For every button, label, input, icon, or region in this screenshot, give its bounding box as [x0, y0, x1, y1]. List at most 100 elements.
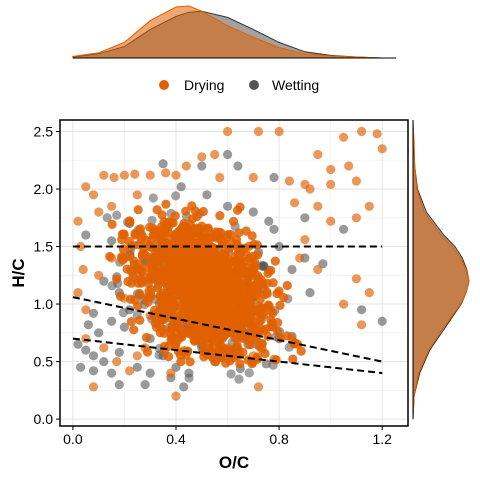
point-drying — [215, 211, 225, 221]
point-drying — [234, 250, 244, 261]
point-drying — [88, 382, 99, 392]
point-drying — [339, 132, 349, 142]
point-wetting — [102, 213, 112, 223]
point-drying — [109, 172, 119, 183]
point-drying — [169, 282, 179, 292]
point-drying — [132, 351, 142, 361]
point-drying — [326, 164, 336, 175]
point-drying — [216, 227, 226, 238]
point-drying — [231, 287, 241, 297]
point-drying — [107, 201, 117, 211]
point-drying — [171, 340, 181, 350]
point-drying — [288, 354, 298, 364]
x-tick-label: 1.2 — [372, 431, 392, 447]
point-drying — [129, 325, 139, 335]
point-drying — [253, 382, 264, 392]
point-drying — [133, 301, 143, 311]
point-wetting — [197, 161, 207, 171]
plot-panel — [59, 119, 409, 427]
point-drying — [313, 201, 323, 211]
point-drying — [372, 129, 382, 139]
point-wetting — [357, 305, 367, 315]
point-wetting — [274, 241, 284, 252]
point-drying — [221, 303, 231, 313]
point-drying — [351, 274, 361, 284]
point-drying — [223, 343, 233, 353]
point-drying — [253, 126, 264, 137]
legend-swatch-drying — [159, 80, 169, 90]
point-drying — [240, 291, 250, 301]
point-drying — [238, 302, 249, 312]
point-drying — [279, 293, 289, 303]
point-drying — [166, 329, 176, 339]
scatter-points — [73, 126, 387, 401]
point-drying — [263, 300, 273, 310]
point-wetting — [248, 207, 258, 217]
point-wetting — [226, 369, 236, 379]
point-wetting — [264, 216, 274, 226]
point-wetting — [147, 215, 157, 225]
point-drying — [189, 283, 199, 293]
point-drying — [94, 207, 104, 217]
x-tick-label: 0.0 — [63, 431, 83, 447]
point-drying — [157, 210, 167, 220]
point-drying — [126, 317, 136, 327]
y-tick-label: 0.0 — [34, 411, 54, 427]
point-drying — [268, 278, 278, 288]
point-drying — [127, 266, 137, 277]
point-drying — [196, 287, 206, 297]
point-wetting — [114, 380, 124, 390]
point-wetting — [107, 236, 117, 246]
point-drying — [213, 327, 223, 338]
point-drying — [119, 293, 129, 303]
point-drying — [290, 198, 300, 208]
point-wetting — [88, 366, 99, 376]
point-drying — [146, 291, 156, 301]
point-drying — [125, 217, 135, 227]
point-drying — [171, 391, 181, 401]
fitted-lines — [72, 245, 383, 375]
point-wetting — [140, 380, 150, 390]
point-drying — [181, 161, 191, 171]
point-wetting — [83, 320, 93, 330]
point-drying — [187, 201, 197, 211]
point-drying — [247, 359, 257, 369]
point-drying — [191, 332, 201, 342]
point-drying — [94, 270, 104, 280]
point-wetting — [145, 368, 155, 378]
point-drying — [223, 126, 233, 137]
point-wetting — [112, 210, 122, 220]
point-drying — [107, 253, 117, 263]
point-wetting — [148, 193, 158, 203]
point-drying — [263, 268, 273, 278]
x-tick-label: 0.8 — [269, 431, 289, 447]
point-wetting — [158, 159, 168, 169]
point-drying — [112, 357, 122, 367]
point-drying — [176, 350, 186, 360]
point-drying — [129, 256, 139, 266]
point-drying — [219, 274, 229, 285]
point-wetting — [287, 264, 297, 275]
point-drying — [218, 266, 228, 276]
point-wetting — [99, 357, 109, 367]
point-drying — [176, 357, 186, 367]
point-drying — [214, 336, 224, 346]
point-drying — [228, 256, 238, 266]
point-drying — [213, 285, 223, 296]
point-drying — [231, 235, 242, 245]
point-drying — [210, 149, 220, 160]
point-drying — [176, 228, 186, 238]
point-drying — [198, 206, 208, 217]
point-wetting — [114, 347, 124, 357]
point-drying — [125, 366, 135, 376]
point-drying — [209, 318, 219, 329]
density-drying-right — [412, 119, 470, 420]
point-drying — [162, 219, 172, 229]
point-drying — [248, 172, 258, 183]
point-wetting — [377, 316, 387, 326]
point-drying — [138, 249, 148, 259]
point-drying — [275, 300, 285, 310]
point-drying — [287, 334, 297, 344]
point-drying — [73, 216, 83, 226]
point-drying — [159, 297, 169, 307]
